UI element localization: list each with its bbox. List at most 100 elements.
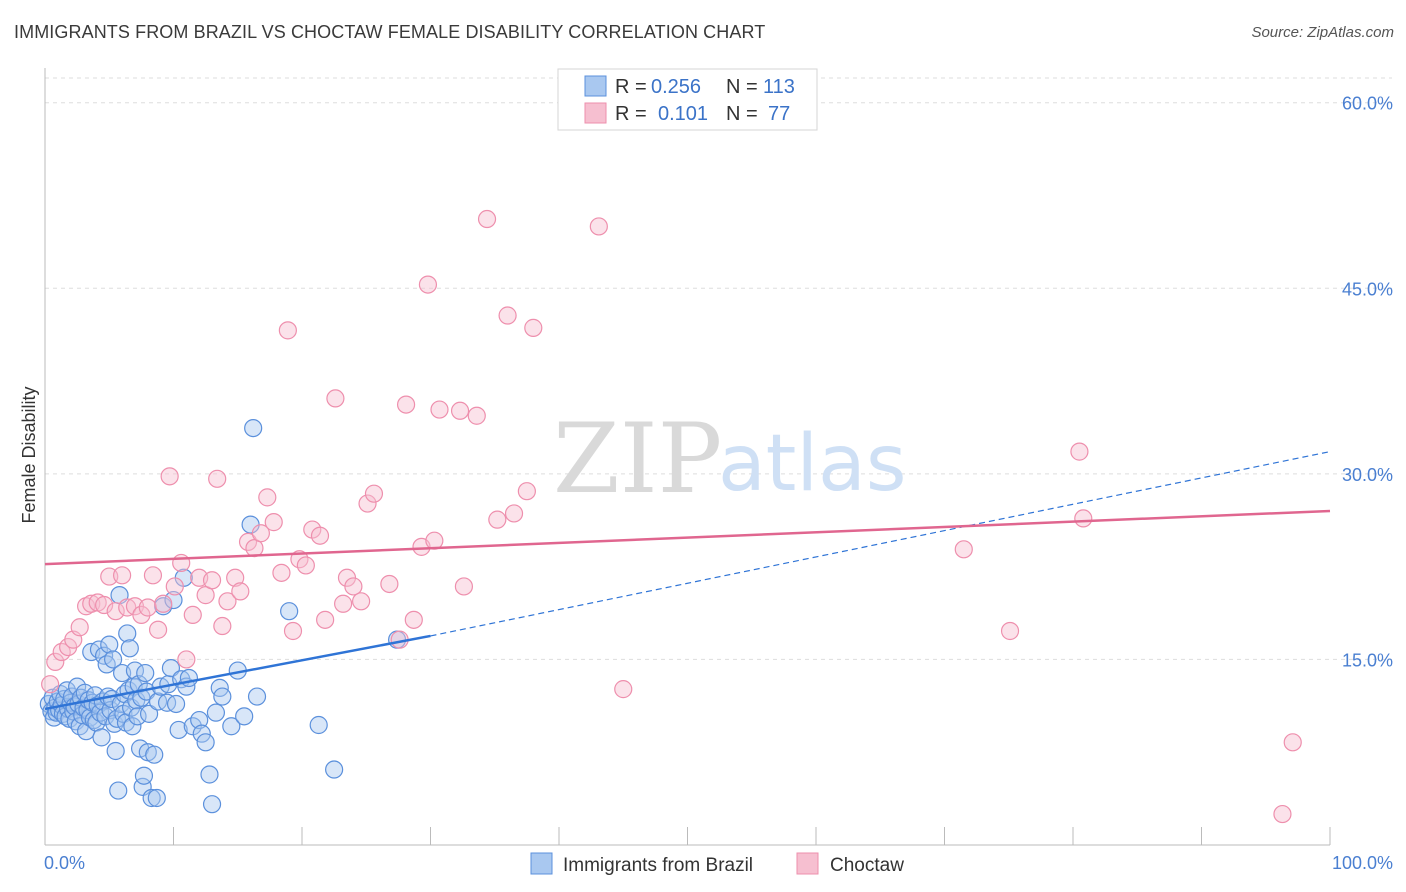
blue-point xyxy=(200,765,219,784)
pink-point xyxy=(404,610,423,629)
pink-point xyxy=(218,592,237,611)
blue-point xyxy=(118,624,137,643)
pink-point xyxy=(106,602,125,621)
blue-trend-line xyxy=(44,634,431,711)
bottom-legend: Immigrants from Brazil Choctaw xyxy=(530,852,904,876)
blue-point xyxy=(280,602,299,621)
pink-point xyxy=(165,577,184,596)
pink-point xyxy=(231,582,250,601)
blue-point xyxy=(161,658,181,678)
pink-point xyxy=(430,400,449,419)
pink-point xyxy=(524,318,543,337)
blue-point xyxy=(142,788,161,808)
pink-point xyxy=(296,556,315,575)
blue-point xyxy=(128,707,147,726)
pink-point xyxy=(177,650,196,669)
pink-point xyxy=(504,504,524,523)
bottom-legend-swatch-blue xyxy=(530,852,553,875)
pink-point xyxy=(82,594,101,613)
pink-point xyxy=(70,618,89,637)
legend-r-label-blue: R = xyxy=(615,76,647,98)
pink-point xyxy=(112,566,132,585)
chart-title: IMMIGRANTS FROM BRAZIL VS CHOCTAW FEMALE… xyxy=(14,22,766,42)
blue-point xyxy=(84,710,103,730)
pink-point xyxy=(1283,733,1302,752)
pink-point xyxy=(344,577,363,596)
pink-point xyxy=(380,574,399,594)
watermark-zip: ZIP xyxy=(553,403,722,515)
source-credit: Source: ZipAtlas.com xyxy=(1251,24,1394,41)
bottom-legend-label-blue: Immigrants from Brazil xyxy=(563,855,753,876)
pink-point xyxy=(1070,442,1089,461)
y-tick-label: 30.0% xyxy=(1342,465,1393,485)
pink-point xyxy=(396,395,416,414)
legend-swatch-blue xyxy=(584,75,607,97)
pink-point xyxy=(213,616,232,636)
axes xyxy=(44,68,1331,846)
pink-point xyxy=(364,484,384,503)
y-tick-label: 45.0% xyxy=(1342,279,1393,299)
blue-point xyxy=(120,639,139,658)
pink-point xyxy=(154,594,173,613)
pink-point xyxy=(454,577,474,596)
blue-point xyxy=(92,728,111,747)
y-tick-label: 60.0% xyxy=(1342,94,1393,114)
pink-point xyxy=(172,553,191,573)
blue-point xyxy=(206,703,226,722)
pink-point xyxy=(132,605,151,625)
blue-points xyxy=(39,418,407,814)
pink-point xyxy=(1273,804,1292,824)
pink-point xyxy=(183,605,202,625)
pink-point xyxy=(310,526,330,545)
pink-point xyxy=(418,275,438,294)
blue-point xyxy=(169,720,188,740)
legend-n-label-blue: N = xyxy=(726,76,758,98)
blue-point xyxy=(147,788,166,808)
pink-point xyxy=(326,389,345,408)
legend-n-value-pink: 77 xyxy=(768,103,790,125)
pink-point xyxy=(202,571,222,590)
x-tick-label-min: 0.0% xyxy=(44,853,85,873)
pink-point xyxy=(272,563,291,582)
grid-lines xyxy=(45,77,1392,660)
pink-point xyxy=(208,469,227,488)
legend-r-value-pink: 0.101 xyxy=(658,103,708,125)
blue-point xyxy=(136,663,155,683)
pink-point xyxy=(467,406,486,425)
pink-point xyxy=(143,566,163,585)
blue-point xyxy=(134,766,154,785)
pink-point xyxy=(278,321,297,340)
trend-lines xyxy=(44,451,1331,711)
pink-trend-line xyxy=(44,509,1331,566)
pink-point xyxy=(517,482,536,501)
blue-point xyxy=(202,795,222,814)
pink-point xyxy=(589,217,608,236)
y-tick-label: 15.0% xyxy=(1342,650,1393,670)
blue-point xyxy=(166,694,186,714)
blue-point xyxy=(247,687,267,706)
pink-point xyxy=(95,595,114,615)
blue-point xyxy=(190,710,209,730)
blue-point xyxy=(213,687,232,706)
x-tick-label-max: 100.0% xyxy=(1332,853,1393,873)
pink-point xyxy=(160,467,179,486)
legend-swatch-pink xyxy=(584,102,607,124)
pink-point xyxy=(118,598,137,617)
blue-point xyxy=(139,704,159,723)
tick-labels: 15.0% 30.0% 45.0% 60.0% 0.0% 100.0% xyxy=(44,94,1393,873)
blue-trend-extension xyxy=(430,451,1331,637)
pink-point xyxy=(46,652,65,672)
bottom-legend-swatch-pink xyxy=(796,852,819,875)
blue-point xyxy=(164,590,183,610)
legend-n-label-pink: N = xyxy=(726,103,758,125)
blue-point xyxy=(106,741,125,761)
y-axis-label: Female Disability xyxy=(19,386,39,523)
pink-point xyxy=(450,401,470,420)
blue-point xyxy=(105,714,124,733)
pink-point xyxy=(334,594,353,613)
legend-r-label-pink: R = xyxy=(615,103,647,125)
blue-point xyxy=(145,745,164,764)
pink-point xyxy=(148,620,168,639)
pink-point xyxy=(488,510,507,529)
